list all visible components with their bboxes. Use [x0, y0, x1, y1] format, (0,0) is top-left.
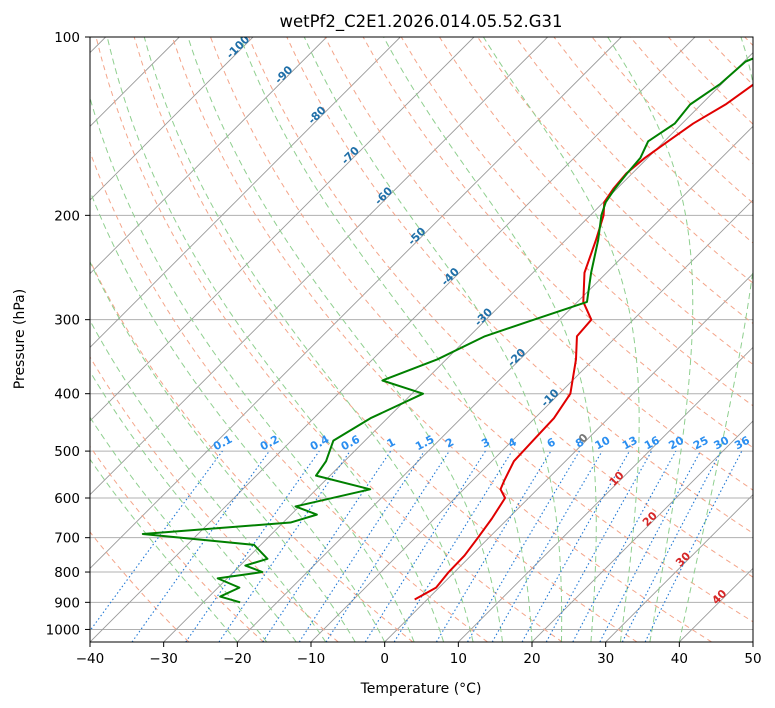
isotherm-line: [90, 37, 548, 496]
moist-adiabat-line: [607, 37, 694, 642]
dry-adiabat-line: [210, 37, 753, 623]
y-tick-label: 1000: [46, 622, 80, 638]
y-tick-label: 900: [54, 595, 80, 611]
tick-labels: −40 −30 −20 −10 0 10 20 30 40 50 1000 900 800 700 600 5…: [46, 30, 762, 667]
x-tick-label: 20: [523, 651, 540, 667]
moist-adiabat-line: [90, 260, 356, 642]
y-tick-label: 300: [54, 313, 80, 329]
moist-adiabat-line: [239, 37, 533, 642]
dry-adiabat-line: [90, 531, 190, 642]
dewpoint-profile-line: [141, 57, 753, 604]
y-tick-label: 500: [54, 444, 80, 460]
mixing-ratio-line: [393, 450, 513, 642]
x-tick-label: 40: [671, 651, 688, 667]
moist-adiabat-line: [90, 319, 327, 642]
chart-title: wetPf2_C2E1.2026.014.05.52.G31: [279, 12, 562, 32]
mixing-ratio-label: 36: [732, 434, 752, 453]
dry-adiabat-line: [90, 445, 264, 642]
y-tick-label: 800: [54, 565, 80, 581]
dry-adiabat-line: [95, 37, 563, 642]
isotherm-line: [90, 37, 327, 275]
y-tick-label: 700: [54, 531, 80, 547]
mixing-ratio-line: [325, 450, 450, 642]
mixing-ratio-line: [521, 450, 630, 642]
mixing-ratio-line: [131, 450, 270, 642]
x-tick-label: 30: [597, 651, 614, 667]
mixing-ratio-line: [218, 450, 351, 642]
mixing-ratio-line: [644, 450, 743, 642]
moist-adiabat-line: [383, 37, 597, 642]
mixing-ratio-label: 16: [642, 434, 662, 453]
mixing-ratio-line: [545, 450, 653, 642]
isotherm-line: [458, 346, 753, 642]
x-tick-label: −10: [297, 651, 326, 667]
dry-adiabat-line: [90, 259, 414, 642]
dry-adiabat-line: [439, 37, 753, 366]
moist-adiabat-line: [303, 37, 563, 642]
isotherm-line: [90, 37, 401, 348]
y-tick-label: 600: [54, 491, 80, 507]
x-tick-label: −40: [76, 651, 105, 667]
moist-adiabat-line: [90, 370, 297, 642]
dry-adiabat-line: [248, 37, 753, 578]
moist-adiabat-line: [187, 37, 504, 642]
mixing-ratio-line: [262, 450, 392, 642]
moist-adiabat-line: [678, 37, 753, 642]
isotherm-line: [90, 37, 622, 569]
isotherm-line: [90, 37, 254, 201]
mixing-ratio-line: [185, 450, 320, 642]
plot-area: 0.1 0.2 0.4 0.6 1 1.5 2 3 4 6 8 10 13 16 20 25 30 36-100-…: [90, 37, 753, 642]
moist-adiabat-line: [90, 96, 415, 642]
isotherm-line: [531, 420, 753, 642]
dry-adiabat-line: [171, 37, 712, 642]
y-axis-label: Pressure (hPa): [12, 289, 28, 389]
y-tick-label: 200: [54, 208, 80, 224]
x-axis-label: Temperature (°C): [360, 681, 482, 697]
dry-adiabat-line: [515, 37, 753, 284]
isotherm-line: [90, 37, 696, 642]
mixing-ratio-line: [90, 450, 223, 632]
dry-adiabat-line: [133, 37, 638, 642]
moist-adiabat-line: [482, 37, 640, 642]
x-tick-label: 10: [450, 651, 467, 667]
isotherm-line: [90, 37, 475, 422]
x-tick-label: −30: [149, 651, 178, 667]
moist-adiabat-line: [90, 189, 386, 642]
dry-adiabat-line: [90, 356, 339, 642]
moist-adiabat-line: [90, 458, 238, 642]
isotherm-line: [163, 52, 753, 642]
mixing-ratio-line: [572, 450, 677, 642]
mixing-ratio-label: 30: [712, 434, 732, 453]
temperature-profile-line: [414, 83, 753, 601]
x-tick-label: 0: [380, 651, 389, 667]
y-tick-label: 100: [54, 30, 80, 46]
mixing-ratio-label: 13: [620, 434, 640, 453]
mixing-ratio-label: 10: [593, 434, 613, 453]
mixing-ratio-label: 20: [666, 434, 686, 453]
isotherm-line: [384, 273, 753, 642]
plot-frame: [89, 36, 754, 643]
isotherm-line: [605, 494, 753, 642]
x-tick-label: 50: [744, 651, 761, 667]
dry-adiabat-line: [286, 37, 753, 534]
isotherm-line: [237, 125, 753, 642]
dry-adiabat-line: [90, 150, 488, 642]
dry-adiabat-line: [400, 37, 753, 407]
mixing-ratio-label: 25: [691, 434, 711, 453]
y-tick-label: 400: [54, 387, 80, 403]
mixing-ratio-line: [298, 450, 425, 642]
moist-adiabat-line: [143, 37, 474, 642]
x-tick-label: −20: [223, 651, 252, 667]
axes-frame: [85, 36, 754, 647]
